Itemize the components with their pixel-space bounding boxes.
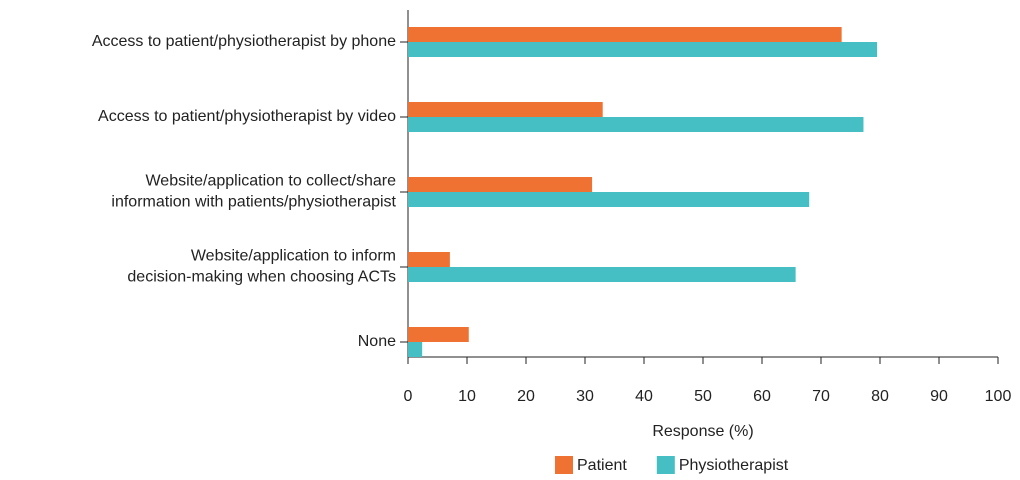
legend-label: Patient bbox=[577, 457, 627, 474]
legend-swatch bbox=[656, 456, 675, 474]
bar bbox=[408, 327, 469, 342]
x-tick-label: 70 bbox=[812, 388, 830, 405]
x-tick-label: 0 bbox=[404, 388, 413, 405]
x-tick-label: 80 bbox=[871, 388, 889, 405]
y-tick-label: Website/application to inform bbox=[191, 248, 396, 265]
x-tick-label: 60 bbox=[753, 388, 771, 405]
x-tick-label: 30 bbox=[576, 388, 594, 405]
y-tick-label: Access to patient/physiotherapist by vid… bbox=[98, 108, 396, 125]
bar bbox=[408, 27, 842, 42]
y-tick-label: Access to patient/physiotherapist by pho… bbox=[92, 33, 396, 50]
bar bbox=[408, 117, 864, 132]
bar bbox=[408, 192, 810, 207]
y-tick-label: None bbox=[358, 333, 396, 350]
bar bbox=[408, 342, 423, 357]
legend-swatch bbox=[555, 456, 573, 474]
y-tick-label: information with patients/physiotherapis… bbox=[111, 194, 396, 211]
bar bbox=[408, 252, 450, 267]
legend-label: Physiotherapist bbox=[679, 457, 789, 474]
x-tick-label: 40 bbox=[635, 388, 653, 405]
bar bbox=[408, 102, 603, 117]
x-tick-label: 90 bbox=[930, 388, 948, 405]
bar bbox=[408, 42, 878, 57]
y-tick-label: Website/application to collect/share bbox=[145, 173, 396, 190]
y-tick-label: decision-making when choosing ACTs bbox=[127, 269, 396, 286]
bar bbox=[408, 267, 796, 282]
x-tick-label: 10 bbox=[458, 388, 476, 405]
x-tick-label: 20 bbox=[517, 388, 535, 405]
x-tick-label: 50 bbox=[694, 388, 712, 405]
bar bbox=[408, 177, 593, 192]
x-axis-label: Response (%) bbox=[652, 423, 753, 440]
x-tick-label: 100 bbox=[985, 388, 1012, 405]
